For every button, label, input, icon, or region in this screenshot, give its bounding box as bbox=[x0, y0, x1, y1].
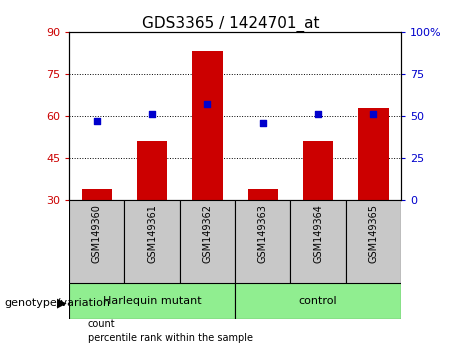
Bar bbox=[290, 200, 346, 283]
Text: percentile rank within the sample: percentile rank within the sample bbox=[88, 333, 253, 343]
Bar bbox=[235, 200, 290, 283]
Text: count: count bbox=[88, 319, 115, 329]
Bar bbox=[180, 200, 235, 283]
Text: GSM149361: GSM149361 bbox=[147, 204, 157, 263]
Text: GDS3365 / 1424701_at: GDS3365 / 1424701_at bbox=[142, 16, 319, 32]
Point bbox=[370, 112, 377, 117]
Point bbox=[148, 112, 156, 117]
Text: GSM149365: GSM149365 bbox=[368, 204, 378, 263]
Bar bbox=[69, 283, 235, 319]
Text: Harlequin mutant: Harlequin mutant bbox=[103, 296, 201, 306]
Bar bbox=[235, 283, 401, 319]
Point bbox=[314, 112, 322, 117]
Bar bbox=[358, 108, 389, 200]
Bar bbox=[82, 189, 112, 200]
Text: GSM149362: GSM149362 bbox=[202, 204, 213, 263]
Point bbox=[93, 118, 100, 124]
Bar bbox=[137, 141, 167, 200]
Bar bbox=[69, 200, 124, 283]
Bar bbox=[248, 189, 278, 200]
Point bbox=[259, 120, 266, 126]
Bar bbox=[124, 200, 180, 283]
Text: GSM149364: GSM149364 bbox=[313, 204, 323, 263]
Point bbox=[204, 101, 211, 107]
Bar bbox=[303, 141, 333, 200]
Text: control: control bbox=[299, 296, 337, 306]
Text: ▶: ▶ bbox=[57, 296, 67, 309]
Text: GSM149360: GSM149360 bbox=[92, 204, 102, 263]
Bar bbox=[346, 200, 401, 283]
Text: GSM149363: GSM149363 bbox=[258, 204, 268, 263]
Text: genotype/variation: genotype/variation bbox=[5, 298, 111, 308]
Bar bbox=[192, 51, 223, 200]
